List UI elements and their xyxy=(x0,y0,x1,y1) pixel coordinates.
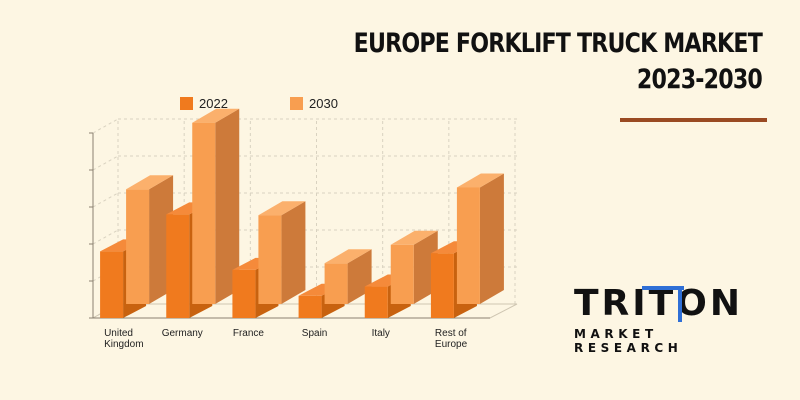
bar-2022-germany xyxy=(166,214,190,318)
logo-accent-stem xyxy=(678,286,682,322)
legend-swatch-2022 xyxy=(180,97,193,110)
x-tick-label: Spain xyxy=(302,328,328,339)
bar-top-2030 xyxy=(390,230,438,245)
bar-top-2030 xyxy=(324,249,372,264)
logo-wordmark: TRITON xyxy=(574,283,743,324)
bar-top-2030 xyxy=(192,108,240,123)
x-tick-label: United Kingdom xyxy=(104,328,143,350)
x-tick-label: France xyxy=(233,328,265,339)
logo-accent-bar xyxy=(642,286,684,290)
bar-2030-germany xyxy=(192,122,216,304)
gridline-side xyxy=(92,155,119,171)
bar-top-2030 xyxy=(456,173,504,188)
bar-top-2030 xyxy=(126,175,174,190)
title-line-1: EUROPE FORKLIFT TRUCK MARKET xyxy=(353,28,763,59)
bar-2030-italy xyxy=(390,244,414,304)
bar-side-2030 xyxy=(479,173,504,304)
bar-2030-rest-of-europe xyxy=(456,187,480,304)
legend-item-2030: 2030 xyxy=(290,96,338,111)
bar-2030-france xyxy=(258,215,282,304)
logo-tagline: MARKET RESEARCH xyxy=(574,327,683,355)
gridline-side xyxy=(92,229,119,245)
legend-swatch-2030 xyxy=(290,97,303,110)
bar-2030-united-kingdom xyxy=(126,189,150,304)
gridline-side xyxy=(92,118,119,134)
bar-2022-spain xyxy=(298,295,322,318)
legend-label-2030: 2030 xyxy=(309,96,338,111)
bar-top-2030 xyxy=(258,201,306,216)
gridline-side xyxy=(92,192,119,208)
bar-side-2030 xyxy=(215,108,240,304)
triton-logo: TRITON MARKET RESEARCH xyxy=(574,283,764,356)
title-underline xyxy=(620,118,767,122)
x-tick-label: Germany xyxy=(162,328,203,339)
x-tick-label: Rest of Europe xyxy=(435,328,468,350)
legend-item-2022: 2022 xyxy=(180,96,228,111)
chart-title: EUROPE FORKLIFT TRUCK MARKET 2023-2030 xyxy=(353,26,763,98)
x-tick-label: Italy xyxy=(372,328,390,339)
title-line-2: 2023-2030 xyxy=(636,64,763,95)
bar-2022-france xyxy=(232,269,256,318)
bar-2030-spain xyxy=(324,263,348,304)
bar-side-2030 xyxy=(281,201,306,304)
bar-2022-rest-of-europe xyxy=(430,253,454,318)
bar-2022-united-kingdom xyxy=(100,251,124,318)
legend-label-2022: 2022 xyxy=(199,96,228,111)
bar-2022-italy xyxy=(364,286,388,318)
